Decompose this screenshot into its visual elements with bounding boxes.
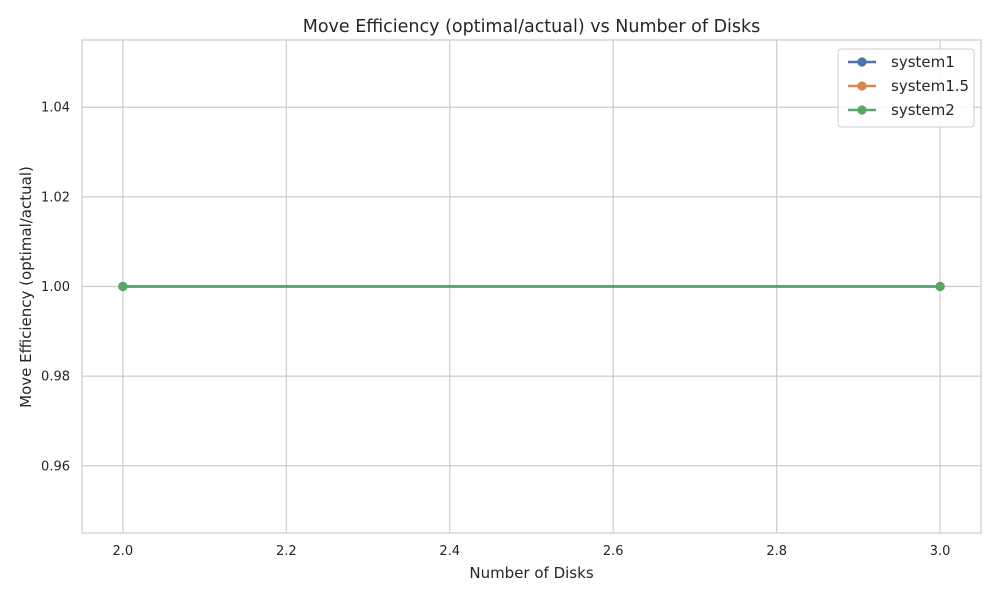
x-tick-label: 2.8: [766, 544, 787, 559]
y-tick-label: 1.04: [41, 101, 70, 116]
legend-marker: [857, 57, 867, 67]
x-tick-label: 3.0: [930, 544, 951, 559]
x-tick-label: 2.6: [603, 544, 624, 559]
legend-label: system2: [891, 101, 955, 119]
legend-item: system1.5: [848, 77, 969, 95]
y-tick-label: 1.02: [41, 190, 70, 205]
x-tick-label: 2.4: [439, 544, 460, 559]
y-tick-label: 0.96: [41, 459, 70, 474]
x-tick-label: 2.0: [113, 544, 134, 559]
x-tick-label: 2.2: [276, 544, 297, 559]
y-axis-label: Move Efficiency (optimal/actual): [17, 166, 35, 408]
legend: system1 system1.5 system2: [837, 48, 975, 128]
legend-marker: [857, 81, 867, 91]
ticks: 2.0 2.2 2.4 2.6 2.8 3.0 0.96 0.98 1.00 1.02 1.04: [41, 101, 950, 559]
legend-item: system2: [848, 101, 955, 119]
legend-marker: [857, 105, 867, 115]
series-lines: [118, 281, 945, 292]
chart-title: Move Efficiency (optimal/actual) vs Numb…: [303, 17, 761, 37]
series-system2: [118, 281, 945, 292]
plot-frame: [81, 39, 982, 534]
legend-label: system1.5: [891, 77, 969, 95]
data-point: [118, 281, 128, 292]
y-tick-label: 1.00: [41, 280, 70, 295]
legend-label: system1: [891, 53, 955, 71]
legend-item: system1: [848, 53, 955, 71]
y-tick-label: 0.98: [41, 370, 70, 385]
x-axis-label: Number of Disks: [469, 564, 593, 582]
data-point: [935, 281, 945, 292]
legend-box: [837, 48, 975, 128]
